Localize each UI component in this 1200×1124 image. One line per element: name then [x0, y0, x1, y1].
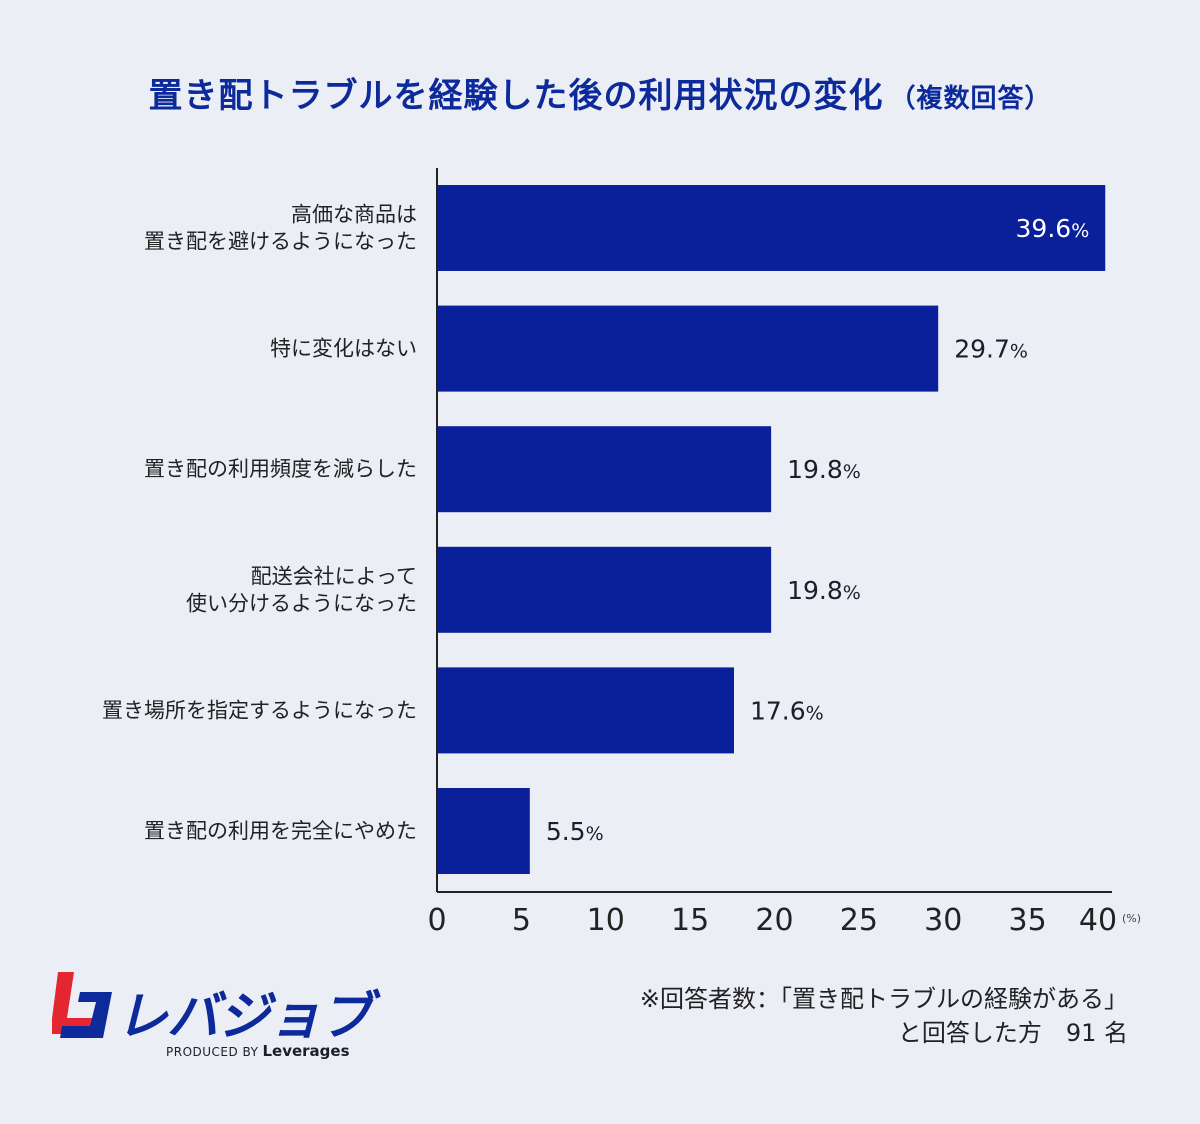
value-label-1: 29.7% [954, 335, 1028, 364]
x-tick-label-2: 10 [587, 903, 625, 938]
produced-by: PRODUCED BY Leverages [166, 1042, 350, 1060]
brand-name: レバジョブ [116, 987, 372, 1047]
category-label-0: 高価な商品は置き配を避けるようになった [144, 203, 417, 254]
x-tick-label-1: 5 [512, 903, 531, 938]
value-label-2: 19.8% [787, 455, 861, 484]
x-tick-label-3: 15 [671, 903, 709, 938]
bar-2 [437, 426, 772, 513]
value-label-5: 5.5% [546, 817, 604, 846]
respondent-note: ※回答者数：「置き配トラブルの経験がある」 と回答した方 91 名 [640, 982, 1128, 1050]
logo-icon [52, 972, 112, 1038]
x-tick-label-8: 40 [1079, 903, 1117, 938]
company-name: Leverages [262, 1042, 350, 1060]
bar-5 [437, 788, 530, 874]
bar-3 [437, 546, 772, 633]
chart-subtitle: （複数回答） [889, 84, 1052, 114]
category-label-3: 配送会社によって使い分けるようになった [186, 564, 417, 615]
bar-1 [437, 305, 939, 392]
category-label-5: 置き配の利用を完全にやめた [144, 819, 417, 843]
bar-4 [437, 667, 734, 754]
produced-by-text: PRODUCED BY [166, 1045, 259, 1059]
x-tick-label-4: 20 [755, 903, 793, 938]
value-label-3: 19.8% [787, 576, 861, 605]
x-axis-unit: (%) [1122, 912, 1141, 925]
category-label-1: 特に変化はない [270, 337, 417, 361]
x-tick-label-6: 30 [924, 903, 962, 938]
note-line-1: ※回答者数：「置き配トラブルの経験がある」 [639, 985, 1128, 1013]
bar-0 [437, 185, 1106, 271]
chart-title-main: 置き配トラブルを経験した後の利用状況の変化 [148, 76, 884, 116]
bar-chart: 39.6%高価な商品は置き配を避けるようになった29.7%特に変化はない19.8… [102, 168, 1141, 938]
value-label-4: 17.6% [750, 696, 824, 725]
note-line-2: と回答した方 91 名 [897, 1019, 1128, 1047]
category-label-2: 置き配の利用頻度を減らした [144, 457, 417, 481]
chart-title: 置き配トラブルを経験した後の利用状況の変化 （複数回答） [0, 68, 1200, 117]
x-tick-label-5: 25 [840, 903, 878, 938]
x-tick-label-0: 0 [427, 903, 446, 938]
category-label-4: 置き場所を指定するようになった [102, 698, 417, 722]
x-tick-label-7: 35 [1009, 903, 1047, 938]
